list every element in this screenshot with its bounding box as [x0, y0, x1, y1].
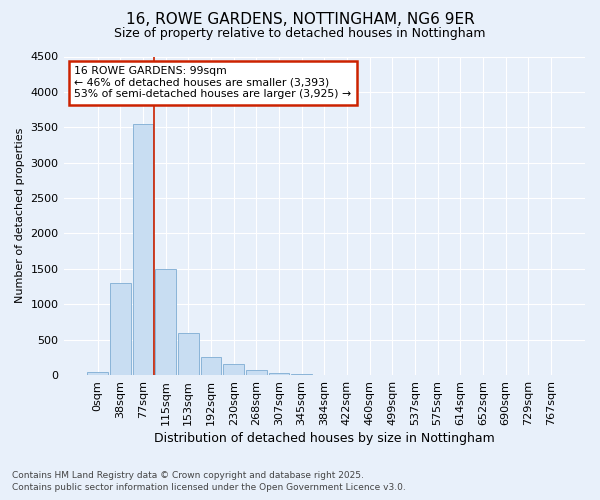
Text: 16 ROWE GARDENS: 99sqm
← 46% of detached houses are smaller (3,393)
53% of semi-: 16 ROWE GARDENS: 99sqm ← 46% of detached… [74, 66, 351, 100]
Bar [133, 124, 154, 375]
Y-axis label: Number of detached properties: Number of detached properties [15, 128, 25, 304]
Bar [246, 370, 267, 375]
Bar [155, 269, 176, 375]
Text: Contains public sector information licensed under the Open Government Licence v3: Contains public sector information licen… [12, 484, 406, 492]
Bar [223, 364, 244, 375]
Text: 16, ROWE GARDENS, NOTTINGHAM, NG6 9ER: 16, ROWE GARDENS, NOTTINGHAM, NG6 9ER [125, 12, 475, 28]
Bar [269, 373, 289, 375]
Bar [87, 372, 108, 375]
Bar [200, 358, 221, 375]
X-axis label: Distribution of detached houses by size in Nottingham: Distribution of detached houses by size … [154, 432, 494, 445]
Bar [110, 283, 131, 375]
Bar [178, 332, 199, 375]
Text: Contains HM Land Registry data © Crown copyright and database right 2025.: Contains HM Land Registry data © Crown c… [12, 471, 364, 480]
Bar [291, 374, 312, 375]
Text: Size of property relative to detached houses in Nottingham: Size of property relative to detached ho… [114, 28, 486, 40]
